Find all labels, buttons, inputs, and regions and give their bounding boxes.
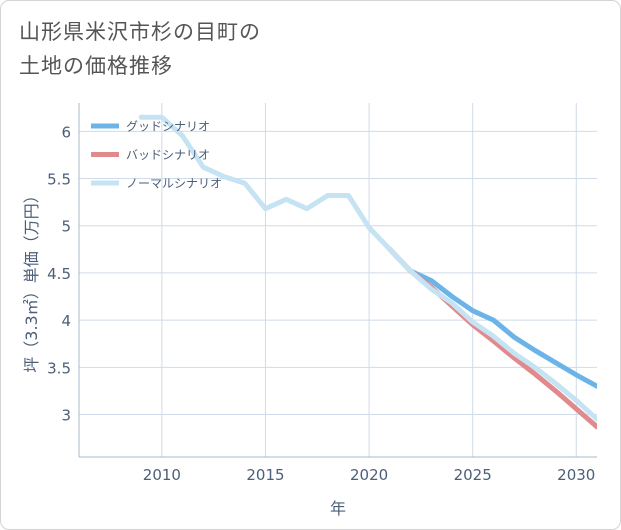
legend-label: グッドシナリオ <box>126 120 210 134</box>
y-tick-label: 5.5 <box>47 171 71 189</box>
y-tick-label: 4 <box>61 312 71 330</box>
y-tick-label: 3 <box>61 407 71 425</box>
x-tick-label: 2025 <box>454 466 492 484</box>
x-tick-label: 2010 <box>143 466 181 484</box>
chart-title-line-1: 山形県米沢市杉の目町の <box>19 20 261 44</box>
y-tick-label: 4.5 <box>47 265 71 283</box>
series-line-3 <box>138 114 597 422</box>
legend-label: バッドシナリオ <box>126 148 210 162</box>
legend-item-1[interactable]: グッドシナリオ <box>91 120 210 134</box>
tick-labels: 2010 2015 2020 2025 2030 3 3.5 4 4.5 5 5.5 6 <box>47 123 595 484</box>
x-tick-label: 2015 <box>246 466 284 484</box>
legend-item-3[interactable]: ノーマルシナリオ <box>91 177 222 191</box>
x-tick-label: 2030 <box>557 466 595 484</box>
y-tick-label: 6 <box>61 123 71 141</box>
y-axis-title: 坪（3.3㎡）単価（万円） <box>22 187 41 372</box>
x-tick-label: 2020 <box>350 466 388 484</box>
y-tick-label: 5 <box>61 218 71 236</box>
chart-title: 山形県米沢市杉の目町の 土地の価格推移 <box>19 15 261 83</box>
series-line-1 <box>387 246 597 389</box>
series-layer <box>138 114 597 430</box>
x-axis-title: 年 <box>330 499 346 518</box>
grid-lines <box>79 103 597 457</box>
legend-label: ノーマルシナリオ <box>126 177 222 191</box>
axes <box>78 103 597 458</box>
y-tick-label: 3.5 <box>47 359 71 377</box>
legend-item-2[interactable]: バッドシナリオ <box>91 148 210 162</box>
chart-title-line-2: 土地の価格推移 <box>19 54 173 78</box>
